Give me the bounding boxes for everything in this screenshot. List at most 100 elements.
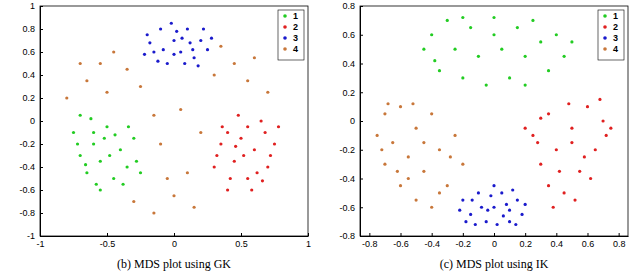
point <box>105 91 108 94</box>
caption: (b) MDS plot using GK <box>117 257 231 271</box>
tick: -0.2 <box>19 139 43 149</box>
tick-mark <box>40 167 43 168</box>
legend-label: 3 <box>613 33 618 43</box>
point <box>458 209 461 212</box>
tick-label: -0.2 <box>19 139 35 149</box>
point <box>477 55 480 58</box>
caption: (c) MDS plot using IK <box>440 257 549 271</box>
point <box>215 154 218 157</box>
point <box>446 19 449 22</box>
point <box>438 69 441 72</box>
point <box>233 62 236 65</box>
point <box>148 41 151 44</box>
tick-mark <box>174 233 175 236</box>
point <box>609 127 612 130</box>
point <box>219 142 222 145</box>
point <box>477 191 480 194</box>
point <box>246 177 249 180</box>
legend-swatch <box>283 36 287 40</box>
point <box>516 26 519 29</box>
point <box>260 119 263 122</box>
figure: -1-0.500.51-1-0.8-0.6-0.4-0.200.20.40.60… <box>0 0 640 274</box>
point <box>229 177 232 180</box>
tick: 0.6 <box>582 233 595 249</box>
tick-mark <box>107 233 108 236</box>
tick-label: 0.6 <box>342 30 355 40</box>
point <box>555 148 558 151</box>
tick: 0.8 <box>22 24 43 34</box>
legend-label: 2 <box>293 22 298 32</box>
tick-mark <box>525 233 526 236</box>
tick-mark <box>619 233 620 236</box>
tick-mark <box>40 236 43 237</box>
tick-mark <box>40 190 43 191</box>
point <box>547 184 550 187</box>
point <box>589 177 592 180</box>
tick-mark <box>360 179 363 180</box>
point <box>72 131 75 134</box>
tick: -0.8 <box>362 233 378 249</box>
point <box>108 154 111 157</box>
point <box>183 62 186 65</box>
point <box>570 40 573 43</box>
point <box>92 131 95 134</box>
point <box>65 96 68 99</box>
tick-label: -0.4 <box>19 162 35 172</box>
point <box>464 220 467 223</box>
point <box>246 79 249 82</box>
point <box>152 211 155 214</box>
legend-label: 1 <box>293 11 298 21</box>
point <box>531 19 534 22</box>
tick: 1 <box>30 1 43 11</box>
point <box>266 165 269 168</box>
point <box>193 206 196 209</box>
point <box>461 76 464 79</box>
tick-mark <box>360 207 363 208</box>
tick-mark <box>40 29 43 30</box>
point <box>524 127 527 130</box>
point <box>85 171 88 174</box>
point <box>453 48 456 51</box>
tick-label: 0.6 <box>22 47 35 57</box>
tick-mark <box>360 236 363 237</box>
point <box>127 125 130 128</box>
tick: 0.6 <box>22 47 43 57</box>
point <box>605 134 608 137</box>
point <box>433 59 436 62</box>
tick-label: 0.8 <box>342 1 355 11</box>
point <box>383 163 386 166</box>
point <box>422 48 425 51</box>
point <box>508 220 511 223</box>
tick-mark <box>432 233 433 236</box>
legend-label: 1 <box>613 11 618 21</box>
tick: 0 <box>492 233 497 249</box>
point <box>492 16 495 19</box>
tick-mark <box>360 35 363 36</box>
tick: 0.8 <box>342 1 363 11</box>
point <box>524 203 527 206</box>
tick-label: 0 <box>492 239 497 249</box>
tick-label: 0.5 <box>235 239 248 249</box>
point <box>159 142 162 145</box>
tick-label: -0.6 <box>19 185 35 195</box>
point <box>113 133 116 136</box>
tick-label: -0.8 <box>19 208 35 218</box>
tick: -0.4 <box>339 174 363 184</box>
tick: 0.4 <box>342 59 363 69</box>
point <box>99 62 102 65</box>
point <box>601 119 604 122</box>
tick-label: -0.5 <box>100 239 116 249</box>
tick-label: 0.2 <box>22 93 35 103</box>
legend: 1234 <box>598 10 624 60</box>
point <box>233 160 236 163</box>
point <box>237 114 240 117</box>
legend-box <box>598 10 624 60</box>
point <box>573 198 576 201</box>
point <box>246 125 249 128</box>
point <box>594 148 597 151</box>
point <box>199 39 202 42</box>
legend-swatch <box>283 25 287 29</box>
point <box>139 85 142 88</box>
point <box>162 48 165 51</box>
point <box>170 22 173 25</box>
